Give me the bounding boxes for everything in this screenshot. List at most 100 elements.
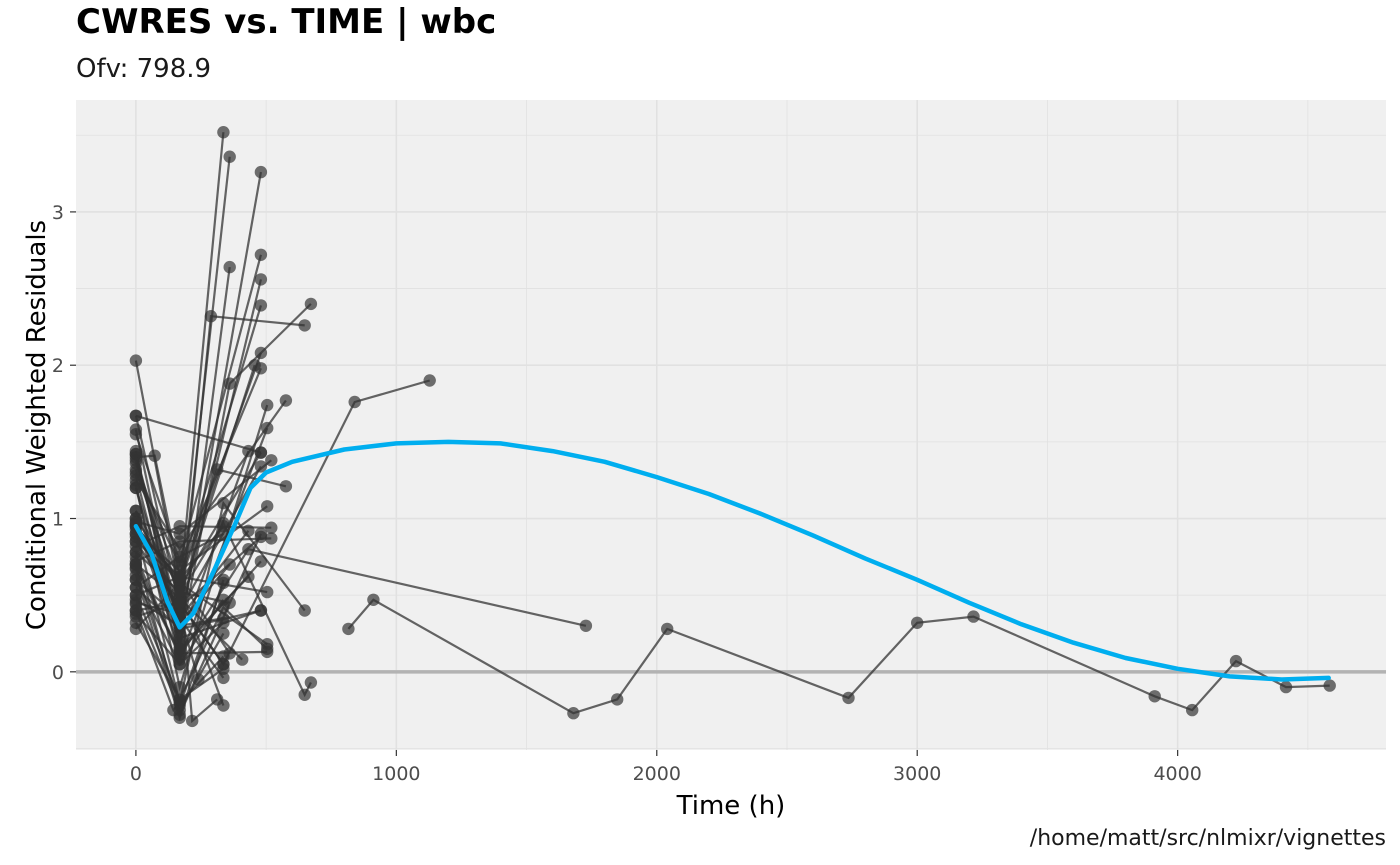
data-point bbox=[223, 150, 236, 163]
series-59 bbox=[342, 593, 1336, 720]
data-point bbox=[261, 421, 274, 435]
data-point bbox=[129, 428, 143, 441]
data-point bbox=[223, 558, 236, 571]
data-point bbox=[265, 454, 278, 467]
data-point bbox=[298, 319, 311, 332]
data-point bbox=[261, 398, 274, 412]
data-point bbox=[173, 550, 186, 563]
y-tick-label: 1 bbox=[52, 509, 64, 531]
series-52 bbox=[129, 546, 236, 609]
data-point bbox=[254, 299, 268, 312]
axes: 0 1000 2000 3000 4000 0 1 2 3 bbox=[52, 202, 1202, 785]
data-point bbox=[173, 596, 186, 609]
data-point bbox=[217, 658, 230, 671]
data-point bbox=[242, 543, 255, 556]
data-point bbox=[254, 165, 268, 179]
data-point bbox=[129, 516, 143, 530]
data-point bbox=[217, 520, 230, 533]
data-point bbox=[173, 693, 186, 706]
data-point bbox=[173, 658, 186, 671]
data-point bbox=[261, 645, 274, 659]
data-point bbox=[129, 561, 143, 574]
data-point bbox=[342, 622, 355, 636]
data-point bbox=[217, 497, 230, 510]
data-point bbox=[242, 524, 255, 537]
chart-title: CWRES vs. TIME | wbc bbox=[76, 2, 497, 42]
y-tick-label: 0 bbox=[52, 662, 64, 684]
data-point bbox=[1186, 703, 1199, 717]
data-point bbox=[265, 532, 278, 545]
data-point bbox=[129, 481, 143, 495]
data-point bbox=[367, 593, 380, 606]
data-point bbox=[217, 126, 230, 139]
x-tick-label: 2000 bbox=[633, 763, 681, 785]
data-series bbox=[129, 126, 1336, 728]
data-point bbox=[254, 460, 268, 473]
data-point bbox=[1323, 679, 1336, 692]
data-point bbox=[579, 619, 593, 632]
data-point bbox=[129, 622, 143, 636]
data-point bbox=[348, 395, 361, 409]
smooth-trend-line bbox=[133, 439, 1331, 682]
data-point bbox=[173, 585, 186, 599]
data-point bbox=[223, 260, 236, 274]
smooth-trend-layer bbox=[133, 439, 1331, 682]
data-point bbox=[217, 616, 230, 629]
series-57 bbox=[129, 374, 436, 671]
data-point bbox=[148, 449, 161, 462]
data-point bbox=[254, 362, 268, 375]
x-tick-label: 0 bbox=[130, 763, 142, 785]
series-48 bbox=[129, 447, 268, 645]
data-point bbox=[167, 703, 180, 717]
x-tick-label: 3000 bbox=[893, 763, 941, 785]
data-point bbox=[298, 604, 311, 617]
data-point bbox=[236, 653, 249, 666]
data-point bbox=[265, 521, 278, 534]
data-point bbox=[129, 409, 143, 422]
data-point bbox=[186, 714, 199, 728]
data-point bbox=[242, 570, 255, 583]
data-point bbox=[173, 570, 186, 583]
data-point bbox=[298, 688, 311, 701]
x-axis-title: Time (h) bbox=[676, 791, 786, 821]
chart-subtitle: Ofv: 798.9 bbox=[76, 54, 212, 84]
data-point bbox=[217, 699, 230, 712]
data-point bbox=[223, 377, 236, 390]
data-point bbox=[129, 604, 143, 617]
data-point bbox=[304, 676, 318, 689]
y-tick-label: 2 bbox=[52, 355, 64, 377]
data-point bbox=[1279, 680, 1293, 694]
data-point bbox=[261, 585, 274, 599]
series-58 bbox=[129, 409, 268, 459]
data-point bbox=[661, 622, 674, 636]
data-point bbox=[204, 310, 218, 323]
data-point bbox=[211, 463, 224, 476]
data-point bbox=[217, 671, 230, 685]
data-point bbox=[254, 446, 268, 459]
data-point bbox=[129, 546, 143, 559]
data-point bbox=[967, 610, 980, 623]
data-point bbox=[173, 535, 186, 548]
data-point bbox=[1229, 654, 1243, 668]
data-point bbox=[223, 596, 236, 609]
data-point bbox=[842, 691, 855, 705]
plot-caption: /home/matt/src/nlmixr/vignettes bbox=[1029, 826, 1386, 851]
data-point bbox=[192, 673, 205, 686]
data-point bbox=[254, 273, 268, 286]
data-point bbox=[129, 581, 143, 594]
y-tick-label: 3 bbox=[52, 202, 64, 224]
data-point bbox=[1148, 690, 1161, 703]
data-point bbox=[279, 394, 293, 407]
data-point bbox=[254, 604, 268, 617]
data-point bbox=[129, 354, 143, 367]
x-tick-label: 4000 bbox=[1153, 763, 1201, 785]
data-point bbox=[611, 693, 624, 706]
data-point bbox=[129, 504, 143, 517]
series-line bbox=[135, 414, 262, 454]
data-point bbox=[304, 297, 318, 311]
series-53 bbox=[129, 516, 255, 655]
data-point bbox=[254, 248, 268, 261]
data-point bbox=[173, 642, 186, 655]
data-point bbox=[279, 480, 293, 493]
